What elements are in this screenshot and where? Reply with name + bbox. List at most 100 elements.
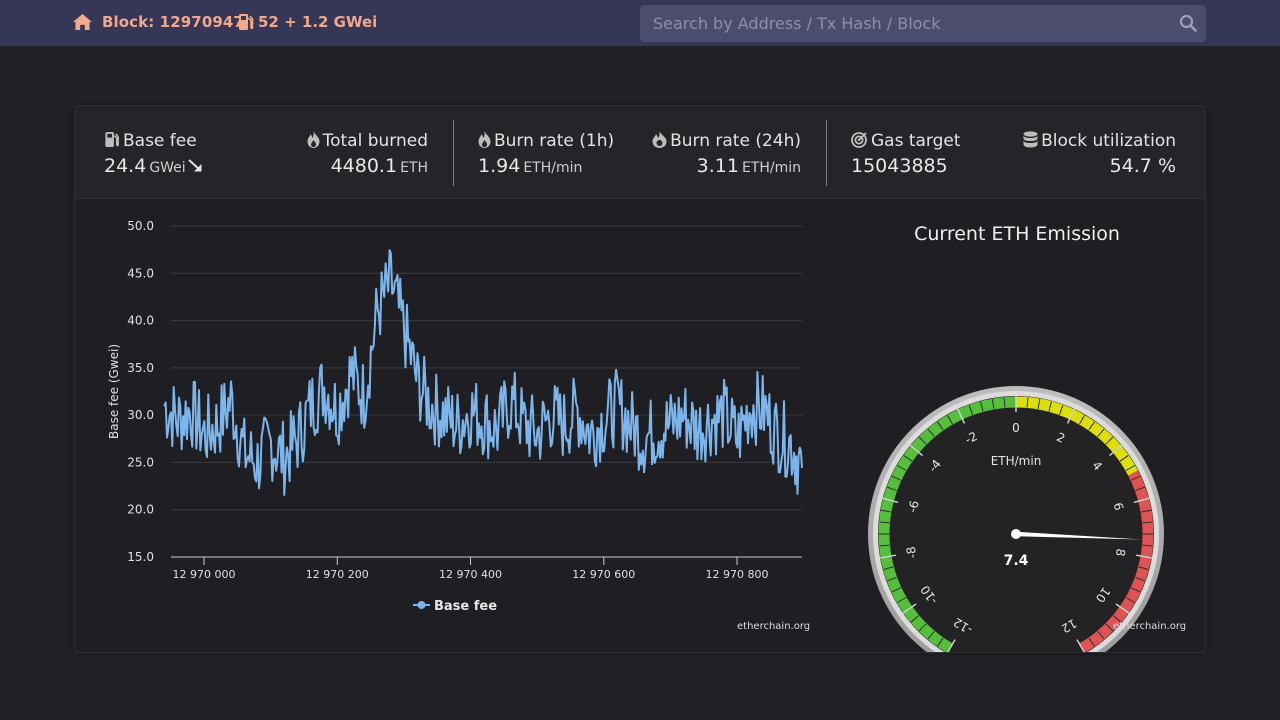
y-tick-label: 30.0 [127,408,154,422]
gas-price-link[interactable]: 52 + 1.2 GWei [258,13,378,31]
burn-rate-24h-value: 3.11 ETH/min [697,155,801,177]
block-number-link[interactable]: Block: 12970947 [102,13,244,31]
gauge-minor-tick [1112,615,1122,623]
gauge-minor-tick [897,465,907,471]
gauge-tick-label: 12 [1059,616,1079,636]
gauge-value-label: 7.4 [1004,553,1029,569]
gauge-face [878,396,1154,652]
gauge-minor-tick [887,576,897,582]
gauge-credit[interactable]: etherchain.org [1113,621,1187,632]
total-burned-number: 4480.1 [330,155,398,177]
gauge-minor-tick [903,455,913,462]
gauge-needle [1015,531,1142,540]
total-burned-value: 4480.1 ETH [331,155,428,177]
gauge-minor-tick [968,405,974,415]
line-chart-credit[interactable]: etherchain.org [737,621,811,632]
gauge-major-tick [947,639,956,652]
y-tick-label: 15.0 [127,550,154,564]
gauge-major-tick [1066,408,1076,424]
gauge-minor-tick [927,428,935,438]
burn-rate-24h-label: Burn rate (24h) [652,131,801,151]
search-icon[interactable] [1179,14,1197,32]
total-burned-label-text: Total burned [322,131,428,151]
top-navbar: Block: 12970947 52 + 1.2 GWei [0,0,1280,46]
gauge-major-tick [902,603,917,614]
chart-legend[interactable]: Base fee [413,599,497,614]
y-tick-label: 45.0 [127,266,154,280]
gauge-minor-tick [879,544,890,547]
gauge-minor-tick [1088,421,1095,431]
gauge-minor-tick [1026,397,1029,408]
base-fee-card: Base fee 24.4 GWei Total burned 4480.1 ETH… [74,105,1206,653]
stats-divider [453,120,454,186]
gauge-minor-tick [1135,576,1145,582]
gauge-major-tick [1076,639,1085,652]
series-line-base-fee [163,249,803,496]
gauge-minor-tick [1138,566,1149,570]
gauge-minor-tick [1079,415,1085,425]
y-tick-label: 50.0 [127,219,154,233]
gauge-major-tick [1108,444,1123,457]
block-utilization-label-text: Block utilization [1041,131,1176,151]
burn-rate-1h-unit: ETH/min [523,160,583,176]
database-icon [1023,131,1038,148]
gauge-minor-tick [1135,486,1145,492]
gauge-minor-tick [918,623,927,632]
home-icon[interactable] [73,14,92,30]
gauge-minor-tick [1037,398,1041,410]
gauge-major-tick [956,408,966,424]
base-fee-number: 24.4 [104,155,147,177]
burn-rate-1h-number: 1.94 [478,155,521,177]
gauge-band-red [1079,470,1154,652]
gauge-minor-tick [947,415,953,425]
base-fee-label: Base fee [104,131,197,151]
gauge-minor-tick [1130,475,1141,481]
x-tick-label: 12 970 600 [572,568,635,581]
block-utilization-value: 54.7 % [1109,155,1176,177]
search-input[interactable] [640,5,1170,42]
gauge-minor-tick [937,421,944,431]
gauge-minor-tick [910,615,920,623]
gauge-tick-label: 6 [1111,501,1127,512]
gauge-major-tick [879,554,896,559]
gauge-minor-tick [1125,465,1135,471]
gauge-minor-tick [897,597,907,603]
gauge-minor-tick [1119,455,1129,462]
stats-bar: Base fee 24.4 GWei Total burned 4480.1 ETH… [75,106,1205,199]
stats-divider [826,120,827,186]
y-tick-label: 25.0 [127,455,154,469]
fire-icon [478,131,491,148]
gauge-minor-tick [1125,597,1135,603]
gauge-minor-tick [1130,587,1141,593]
gauge-minor-tick [1048,401,1052,412]
gauge-minor-tick [1105,623,1114,632]
gauge-major-tick [1133,497,1150,504]
base-fee-label-text: Base fee [123,131,197,151]
gauge-minor-tick [891,475,902,481]
gas-target-label-text: Gas target [871,131,961,151]
gauge-major-tick [882,497,899,504]
burn-rate-1h-label: Burn rate (1h) [478,131,614,151]
gauge-minor-tick [1105,436,1114,445]
base-fee-line-chart: 50.0 45.0 40.0 35.0 30.0 25.0 20.0 15.0 12 970 0… [107,219,803,581]
trend-down-icon [188,159,202,172]
gauge-minor-tick [1058,405,1064,415]
x-tick-label: 12 970 800 [706,568,769,581]
block-utilization-label: Block utilization [1023,131,1176,151]
gauge-unit-label: ETH/min [991,454,1042,468]
gauge-minor-tick [880,509,892,513]
burn-rate-1h-value: 1.94 ETH/min [478,155,582,177]
gauge-minor-tick [887,486,897,492]
gauge-minor-tick [991,398,995,410]
gas-target-label: Gas target [851,131,961,151]
gauge-minor-tick [1097,428,1105,438]
fire-alt-icon [652,131,667,148]
y-axis-title: Base fee (Gwei) [107,344,121,439]
base-fee-unit: GWei [149,160,186,176]
gauge-minor-tick [891,587,902,593]
base-fee-value: 24.4 GWei [104,155,204,177]
gauge-minor-tick [1088,637,1095,647]
gauge-minor-tick [883,566,894,570]
gauge-minor-tick [937,637,944,647]
gauge-band-yellow [1015,396,1138,476]
